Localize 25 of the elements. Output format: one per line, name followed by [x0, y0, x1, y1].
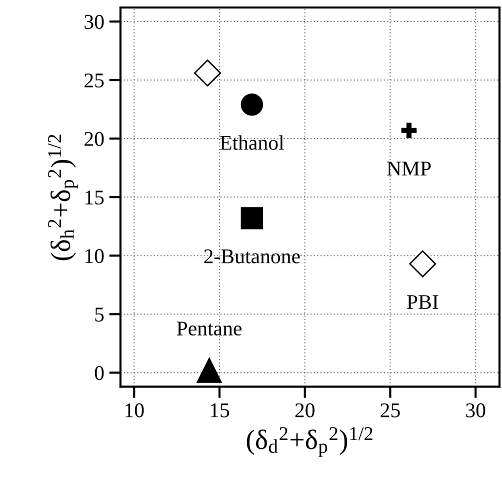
point	[240, 207, 264, 230]
x-tick-label: 10	[126, 403, 144, 418]
x-tick-label: 15	[210, 403, 230, 418]
y-tick-label: 5	[95, 308, 104, 322]
x-axis-title: (δ$_{d}$$^{2}$+δ$_{p}$$^{2}$)$^{1/2}$	[246, 427, 372, 457]
x-tick-label: 30	[466, 403, 486, 418]
point	[409, 250, 436, 278]
point	[240, 94, 264, 116]
y-tick-label: 30	[84, 14, 104, 29]
x-tick-label: 20	[295, 403, 314, 418]
point	[401, 122, 417, 138]
y-tick-label: 20	[84, 132, 104, 146]
y-tick-label: 15	[86, 190, 104, 205]
series-label: 2-Butanone	[204, 249, 300, 264]
y-tick-label: 25	[84, 73, 104, 88]
point	[196, 358, 222, 383]
series-label: PBI	[407, 295, 438, 309]
point	[194, 60, 222, 86]
series-label: Ethanol	[220, 135, 284, 150]
y-axis-title: (δ$_{h}$$^{2}$+δ$_{p}$$^{2}$)$^{1/2}$	[48, 134, 78, 260]
series-label: Pentane	[176, 322, 242, 336]
y-tick-label: 10	[86, 249, 104, 264]
x-tick-label: 25	[380, 403, 400, 418]
y-tick-label: 0	[94, 366, 104, 380]
series-label: NMP	[387, 162, 431, 176]
